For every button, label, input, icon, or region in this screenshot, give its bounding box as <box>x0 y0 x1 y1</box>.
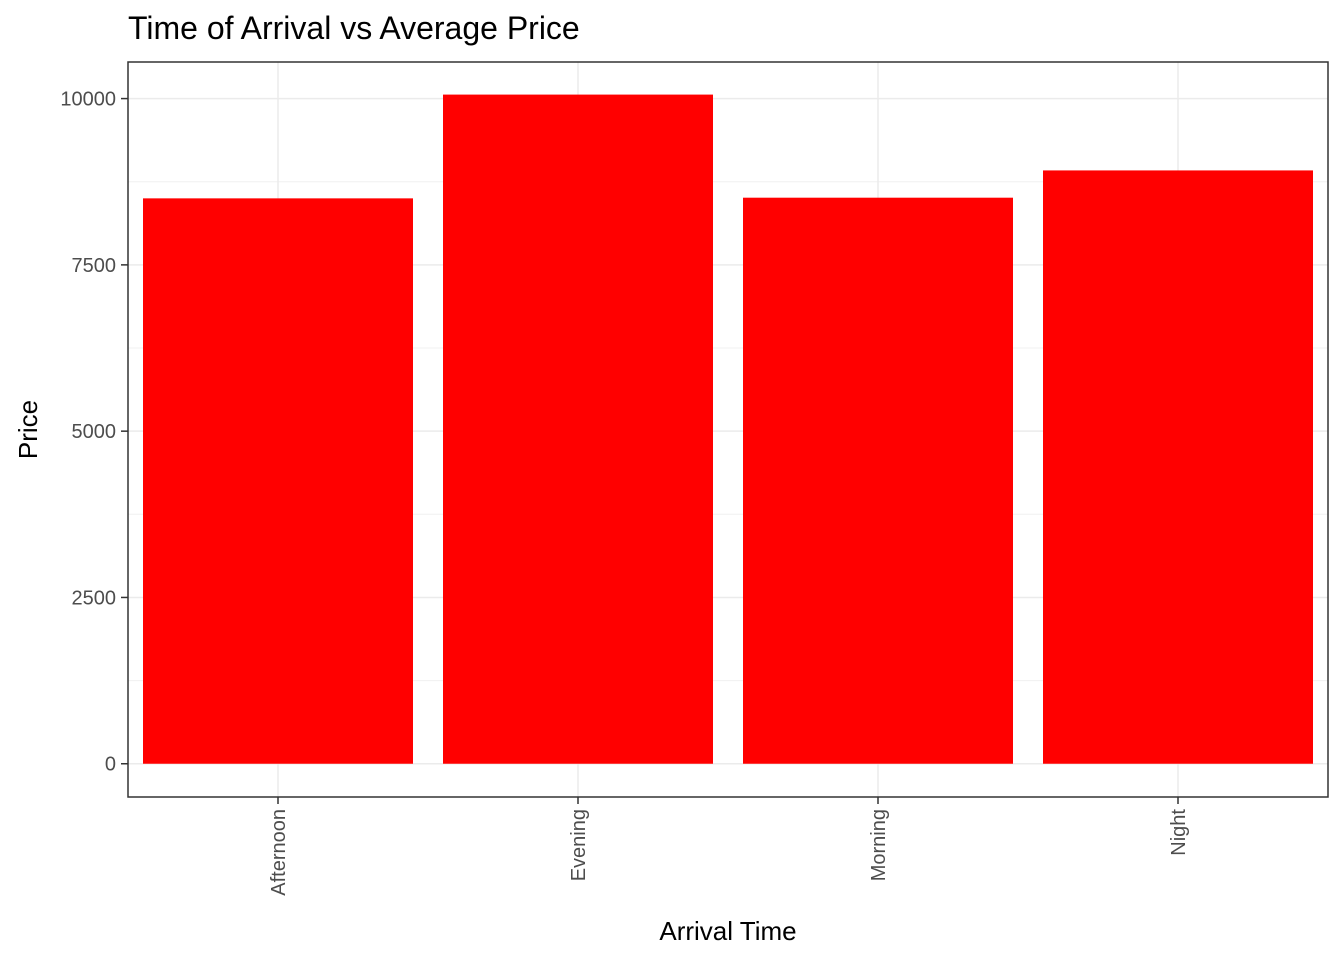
y-tick-label: 7500 <box>72 255 117 277</box>
x-axis-title: Arrival Time <box>659 916 796 946</box>
chart-title: Time of Arrival vs Average Price <box>128 10 580 46</box>
x-tick-label: Afternoon <box>268 809 290 896</box>
y-tick-label: 2500 <box>72 587 117 609</box>
bar-night <box>1043 170 1313 764</box>
bar-afternoon <box>143 198 413 764</box>
y-axis-ticks: 0 2500 5000 7500 10000 <box>60 89 128 776</box>
y-tick-label: 5000 <box>72 421 117 443</box>
bar-morning <box>743 197 1013 764</box>
bars <box>143 94 1313 764</box>
y-axis-title: Price <box>13 400 43 459</box>
y-tick-label: 0 <box>105 754 116 776</box>
x-axis-ticks: Afternoon Evening Morning Night <box>268 797 1190 896</box>
x-tick-label: Morning <box>868 809 890 881</box>
x-tick-label: Evening <box>568 809 590 881</box>
plot-panel-border <box>127 61 1329 798</box>
x-tick-label: Night <box>1168 809 1190 856</box>
bar-evening <box>443 94 713 764</box>
y-tick-label: 10000 <box>60 89 116 111</box>
